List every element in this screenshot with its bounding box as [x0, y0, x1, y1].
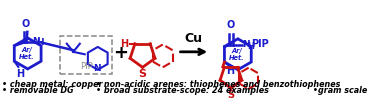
Text: S: S	[228, 90, 234, 100]
Text: H: H	[120, 39, 129, 49]
Text: • broad substrate-scope: 24 examples                •gram scale: • broad substrate-scope: 24 examples •gr…	[96, 86, 367, 95]
Text: Het.: Het.	[19, 54, 35, 60]
Text: H: H	[226, 66, 234, 76]
Text: H: H	[247, 42, 254, 51]
Bar	[60, 36, 112, 74]
Text: • cheap metal: copper: • cheap metal: copper	[2, 79, 103, 89]
Polygon shape	[88, 47, 108, 70]
Polygon shape	[14, 38, 41, 69]
Text: H: H	[36, 38, 44, 47]
Text: O: O	[22, 19, 30, 29]
Text: N: N	[93, 64, 101, 73]
Text: Cu: Cu	[185, 32, 203, 45]
Polygon shape	[225, 39, 251, 70]
Text: • non-acidic arenes: thiophenes and benzothiophenes: • non-acidic arenes: thiophenes and benz…	[96, 79, 341, 89]
Text: PIP: PIP	[80, 62, 93, 71]
Text: +: +	[113, 45, 128, 62]
Text: Het.: Het.	[229, 55, 245, 60]
Text: Ar/: Ar/	[232, 48, 242, 54]
Text: N: N	[32, 37, 40, 46]
Text: S: S	[139, 69, 147, 79]
Text: Ar/: Ar/	[22, 47, 32, 53]
Text: O: O	[227, 20, 235, 30]
Text: H: H	[16, 68, 24, 79]
Text: PIP: PIP	[251, 39, 269, 49]
Text: N: N	[242, 40, 250, 49]
Text: • removable DG: • removable DG	[2, 86, 74, 95]
